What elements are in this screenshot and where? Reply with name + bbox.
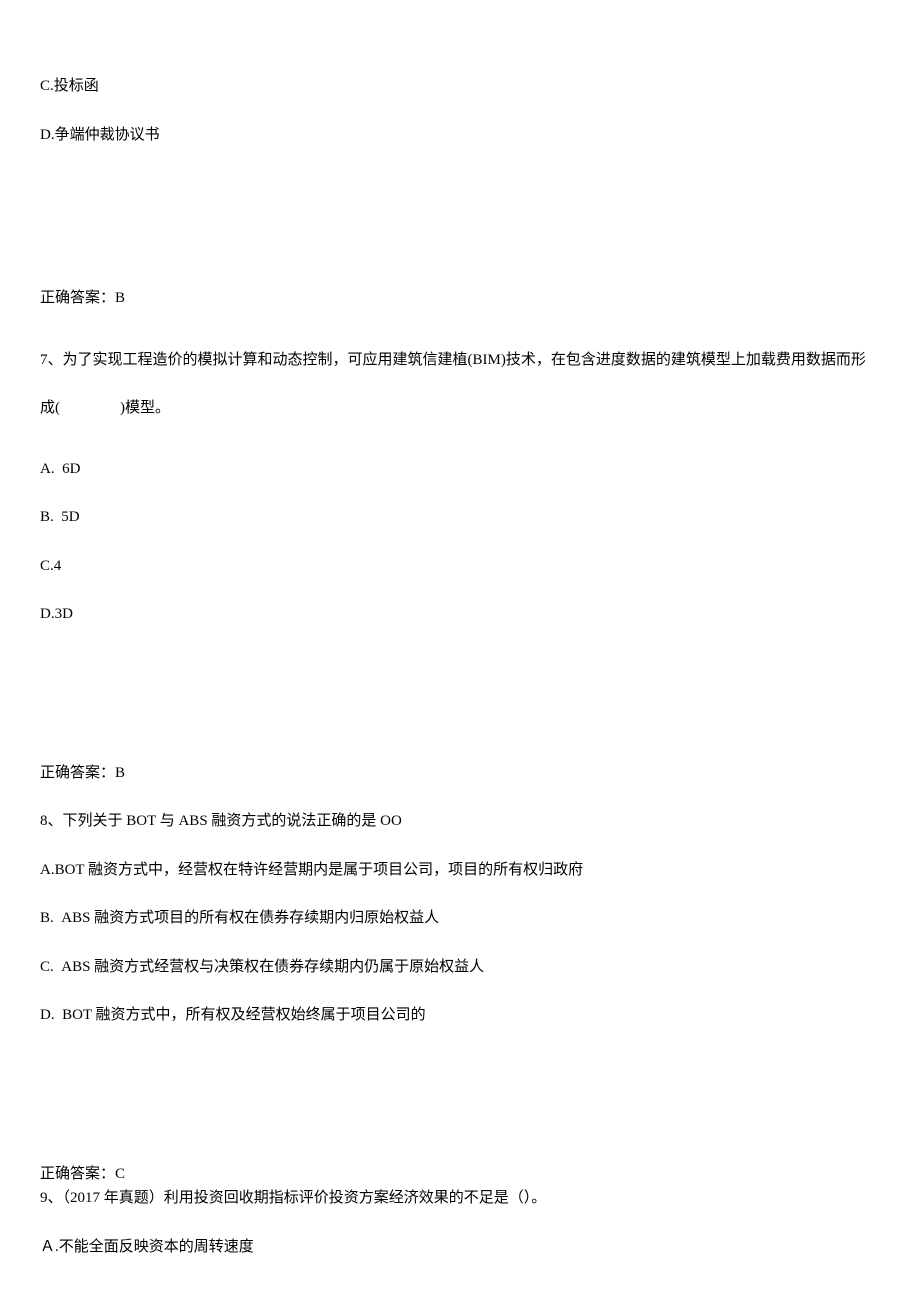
q8-text: 8、下列关于 BOT 与 ABS 融资方式的说法正确的是 OO (40, 810, 880, 833)
q9-option-a: Ａ.不能全面反映资本的周转速度 (40, 1236, 880, 1259)
spacer (40, 652, 880, 762)
q6-answer: 正确答案：B (40, 287, 880, 310)
q7-text: 7、为了实现工程造价的模拟计算和动态控制，可应用建筑信建植(BIM)技术，在包含… (40, 336, 880, 432)
q7-answer: 正确答案：B (40, 762, 880, 785)
q8-answer: 正确答案：C (40, 1163, 880, 1186)
q7-option-a: A. 6D (40, 458, 880, 481)
q7-option-b: B. 5D (40, 506, 880, 529)
q8-option-d: D. BOT 融资方式中，所有权及经营权始终属于项目公司的 (40, 1004, 880, 1027)
q6-option-d: D.争端仲裁协议书 (40, 124, 880, 147)
q8-option-c: C. ABS 融资方式经营权与决策权在债券存续期内仍属于原始权益人 (40, 956, 880, 979)
q6-option-c: C.投标函 (40, 75, 880, 98)
q7-option-c: C.4 (40, 555, 880, 578)
q8-option-a: A.BOT 融资方式中，经营权在特许经营期内是属于项目公司，项目的所有权归政府 (40, 859, 880, 882)
q9-text: 9、（2017 年真题）利用投资回收期指标评价投资方案经济效果的不足是（）。 (40, 1187, 880, 1210)
spacer (40, 172, 880, 287)
q8-option-b: B. ABS 融资方式项目的所有权在债券存续期内归原始权益人 (40, 907, 880, 930)
q7-option-d: D.3D (40, 603, 880, 626)
spacer (40, 1053, 880, 1163)
